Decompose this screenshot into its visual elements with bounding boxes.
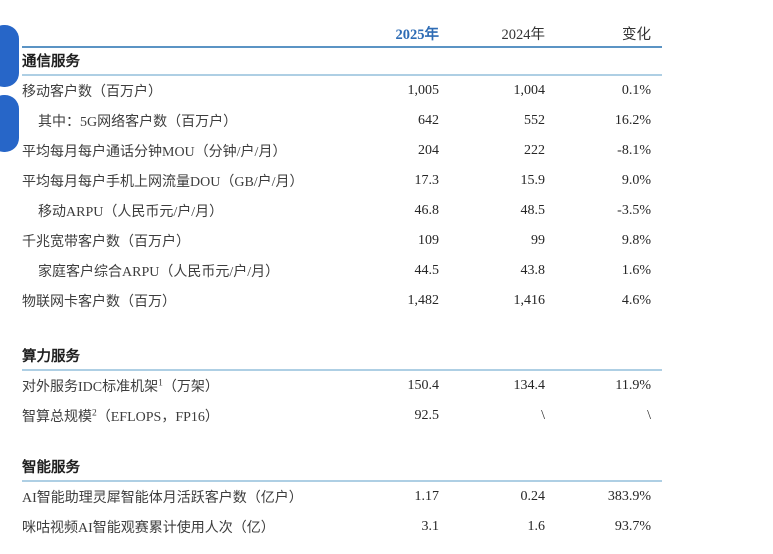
table-row: 物联网卡客户数（百万） 1,482 1,416 4.6% <box>22 286 662 316</box>
table-row: 对外服务IDC标准机架1（万架） 150.4 134.4 11.9% <box>22 371 662 401</box>
section-title: 通信服务 <box>22 48 662 76</box>
value-change: \ <box>647 408 651 423</box>
value-change: 16.2% <box>614 113 651 128</box>
table-row: AI智能助理灵犀智能体月活跃客户数（亿户） 1.17 0.24 383.9% <box>22 482 662 512</box>
value-change: 1.6% <box>621 263 651 278</box>
value-2024: 222 <box>524 143 545 158</box>
row-label: 对外服务IDC标准机架1（万架） <box>22 376 331 396</box>
row-label-text: 对外服务IDC标准机架 <box>22 380 159 395</box>
value-2025: 92.5 <box>414 408 440 423</box>
row-label-text: 智算总规模 <box>22 410 92 425</box>
value-2025: 1.17 <box>414 489 440 504</box>
value-change: 93.7% <box>614 519 651 534</box>
footnote-marker: 2 <box>92 408 97 419</box>
table-row: 咪咕视频AI智能观赛累计使用人次（亿） 3.1 1.6 93.7% <box>22 512 662 542</box>
table-row: 移动ARPU（人民币元/户/月） 46.8 48.5 -3.5% <box>22 196 662 226</box>
section-intelligent-services: 智能服务 AI智能助理灵犀智能体月活跃客户数（亿户） 1.17 0.24 383… <box>22 454 662 542</box>
value-change: -8.1% <box>617 143 651 158</box>
footnote-marker: 1 <box>158 378 163 389</box>
value-2024: 0.24 <box>520 489 546 504</box>
column-header-change: 变化 <box>622 26 651 43</box>
row-label: 咪咕视频AI智能观赛累计使用人次（亿） <box>22 521 275 536</box>
value-2025: 642 <box>418 113 439 128</box>
value-2025: 150.4 <box>407 378 440 393</box>
table-row: 其中：5G网络客户数（百万户） 642 552 16.2% <box>22 106 662 136</box>
value-2025: 44.5 <box>414 263 440 278</box>
value-change: -3.5% <box>617 203 651 218</box>
column-header-2025: 2025年 <box>395 26 440 43</box>
edge-pill-button-top[interactable] <box>0 25 19 87</box>
column-header-2024: 2024年 <box>501 26 546 43</box>
value-2025: 1,482 <box>407 293 440 308</box>
value-change: 9.0% <box>621 173 651 188</box>
row-label: 其中：5G网络客户数（百万户） <box>38 115 238 130</box>
table-row: 千兆宽带客户数（百万户） 109 99 9.8% <box>22 226 662 256</box>
edge-pill-button-bottom[interactable] <box>0 95 19 152</box>
value-2024: 15.9 <box>520 173 546 188</box>
value-2024: 43.8 <box>520 263 546 278</box>
value-change: 9.8% <box>621 233 651 248</box>
table-row: 智算总规模2（EFLOPS，FP16） 92.5 \ \ <box>22 401 662 431</box>
table-row: 平均每月每户手机上网流量DOU（GB/户/月） 17.3 15.9 9.0% <box>22 166 662 196</box>
value-2024: 99 <box>531 233 545 248</box>
row-label: 移动ARPU（人民币元/户/月） <box>38 205 224 220</box>
value-2024: 1,004 <box>513 83 546 98</box>
row-label: 移动客户数（百万户） <box>22 85 162 100</box>
value-2024: \ <box>541 408 545 423</box>
row-label: 物联网卡客户数（百万） <box>22 295 176 310</box>
value-change: 0.1% <box>621 83 651 98</box>
value-2025: 17.3 <box>414 173 440 188</box>
value-2025: 3.1 <box>421 519 440 534</box>
table-row: 移动客户数（百万户） 1,005 1,004 0.1% <box>22 76 662 106</box>
value-2025: 204 <box>418 143 439 158</box>
row-label: 平均每月每户通话分钟MOU（分钟/户/月） <box>22 145 287 160</box>
value-2024: 1.6 <box>527 519 546 534</box>
section-title: 智能服务 <box>22 454 662 482</box>
row-label: AI智能助理灵犀智能体月活跃客户数（亿户） <box>22 491 303 506</box>
value-2025: 46.8 <box>414 203 440 218</box>
kpi-table: 2025年 2024年 变化 通信服务 移动客户数（百万户） 1,005 1,0… <box>22 20 662 542</box>
value-2024: 48.5 <box>520 203 546 218</box>
value-2025: 109 <box>418 233 439 248</box>
section-communication-services: 通信服务 移动客户数（百万户） 1,005 1,004 0.1% 其中：5G网络… <box>22 48 662 316</box>
value-change: 383.9% <box>607 489 651 504</box>
value-2024: 134.4 <box>513 378 546 393</box>
value-change: 11.9% <box>615 378 651 393</box>
value-2024: 552 <box>524 113 545 128</box>
row-label: 智算总规模2（EFLOPS，FP16） <box>22 406 331 426</box>
row-label: 家庭客户综合ARPU（人民币元/户/月） <box>38 265 280 280</box>
row-label-unit: （万架） <box>162 380 219 395</box>
table-row: 平均每月每户通话分钟MOU（分钟/户/月） 204 222 -8.1% <box>22 136 662 166</box>
row-label-unit: （EFLOPS，FP16） <box>96 410 219 425</box>
section-computing-services: 算力服务 对外服务IDC标准机架1（万架） 150.4 134.4 11.9% … <box>22 343 662 431</box>
value-2025: 1,005 <box>407 83 440 98</box>
value-change: 4.6% <box>621 293 651 308</box>
row-label: 千兆宽带客户数（百万户） <box>22 235 190 250</box>
table-header-row: 2025年 2024年 变化 <box>22 20 662 48</box>
table-row: 家庭客户综合ARPU（人民币元/户/月） 44.5 43.8 1.6% <box>22 256 662 286</box>
section-title: 算力服务 <box>22 343 662 371</box>
value-2024: 1,416 <box>513 293 546 308</box>
row-label: 平均每月每户手机上网流量DOU（GB/户/月） <box>22 175 304 190</box>
